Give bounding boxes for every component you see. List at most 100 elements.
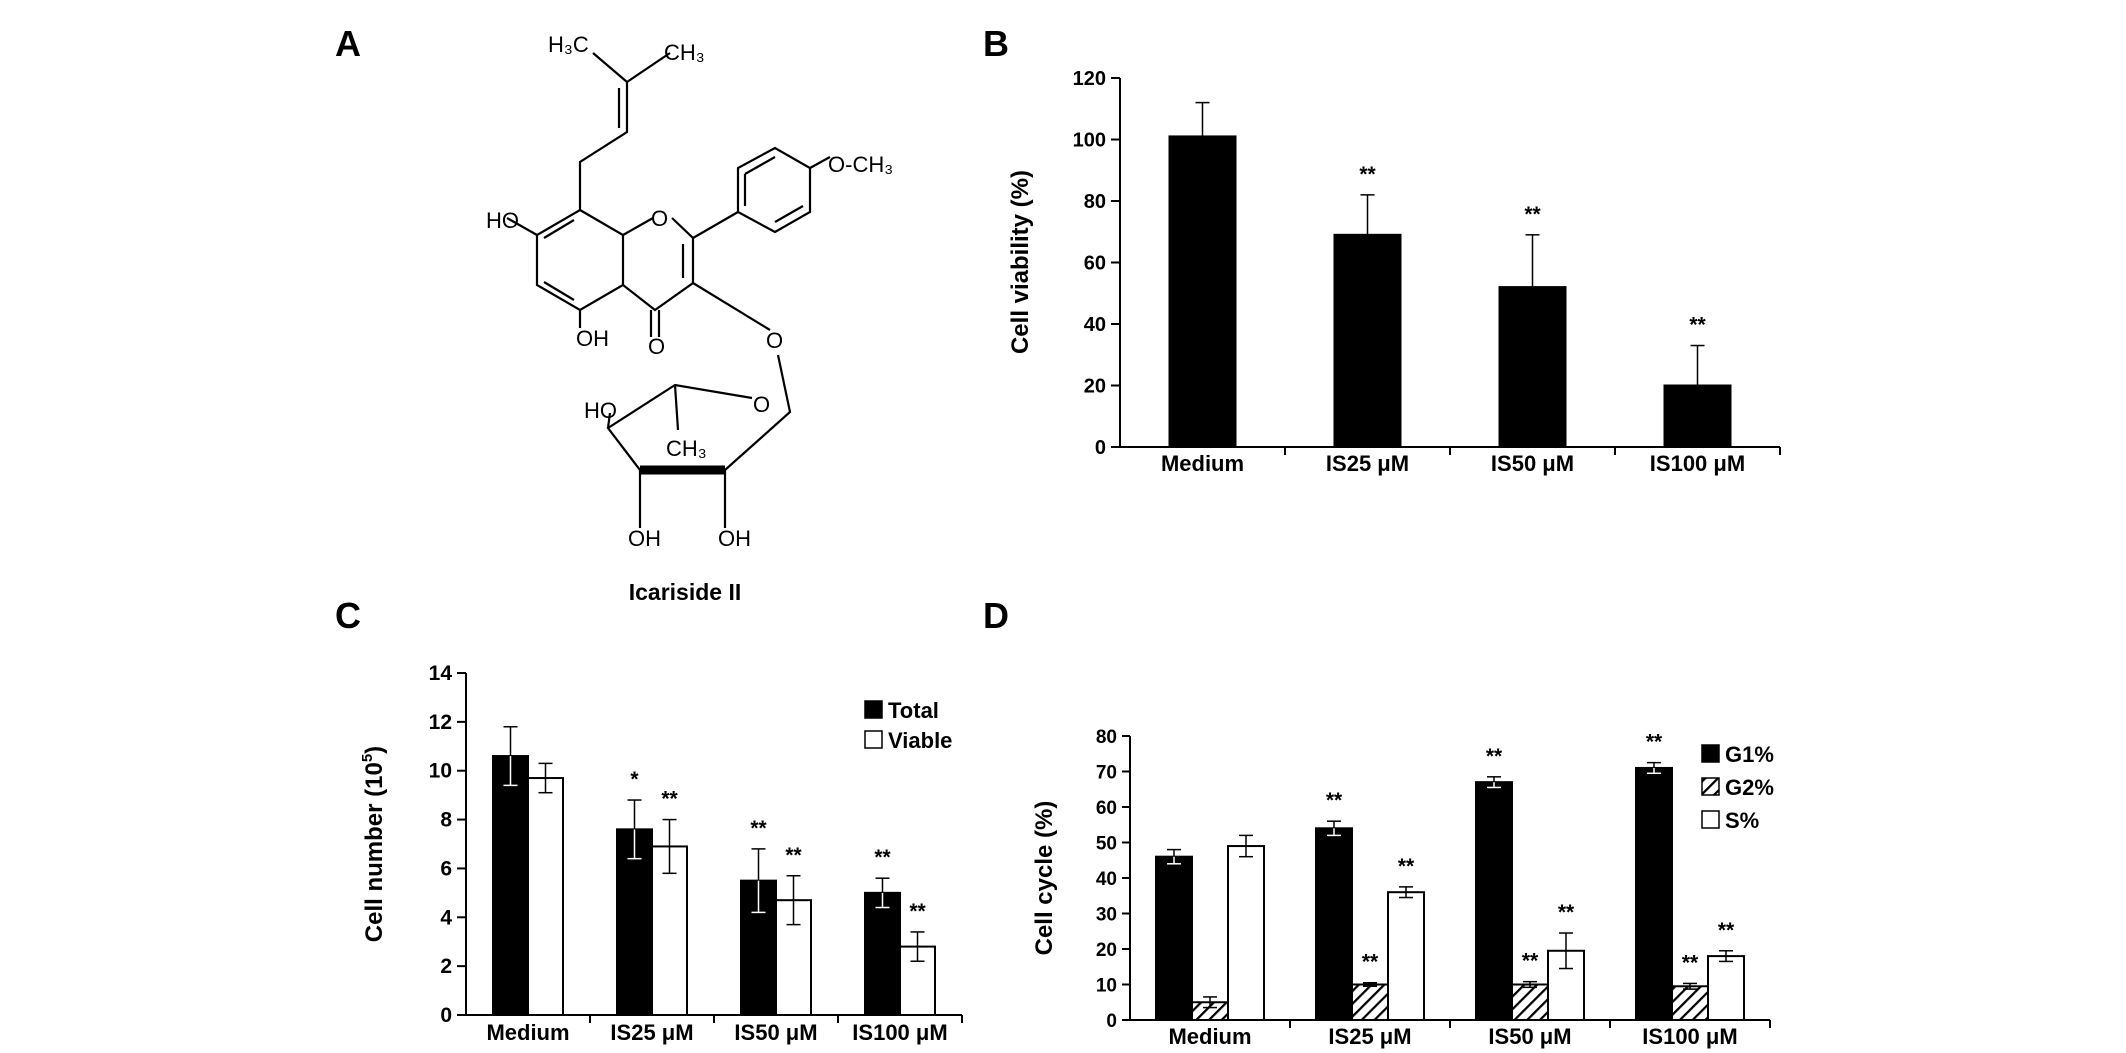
y-tick-label: 50 bbox=[1096, 834, 1117, 855]
legend-label: G2% bbox=[1725, 775, 1774, 800]
bar bbox=[1168, 135, 1237, 449]
y-axis-title-sup: 5 bbox=[359, 754, 376, 762]
legend-swatch bbox=[1701, 744, 1720, 763]
methoxy-bond bbox=[809, 156, 831, 169]
x-category-label: IS100 μM bbox=[852, 1020, 947, 1045]
y-tick-label: 0 bbox=[1095, 437, 1106, 459]
label-ch3-left: H₃C bbox=[548, 32, 589, 57]
y-tick-label: 4 bbox=[440, 906, 452, 929]
y-tick-label: 12 bbox=[429, 711, 452, 734]
label-sugar-oh2: OH bbox=[718, 526, 751, 551]
label-ring-o: O bbox=[651, 206, 668, 231]
y-tick-label: 14 bbox=[429, 662, 453, 685]
x-category-label: IS50 μM bbox=[1491, 451, 1574, 476]
label-ho7: HO bbox=[486, 208, 519, 233]
significance-label: ** bbox=[1522, 950, 1539, 973]
bar bbox=[1227, 845, 1265, 1021]
bar bbox=[1663, 384, 1732, 448]
legend-label: Viable bbox=[888, 728, 952, 753]
x-category-label: Medium bbox=[486, 1020, 569, 1045]
glycoside-bond bbox=[692, 282, 771, 331]
ring-a-double-bonds bbox=[543, 219, 575, 301]
y-axis-title: Cell viability (%) bbox=[1007, 170, 1034, 354]
y-tick-label: 10 bbox=[429, 760, 452, 783]
phenyl-link bbox=[692, 211, 739, 239]
chart-cell-cycle: 0 10 20 30 40 50 60 70 80 Cell cycle (%) Medium ** *… bbox=[1031, 727, 1774, 1049]
y-tick-label: 60 bbox=[1084, 253, 1106, 275]
sugar-substituents bbox=[606, 384, 727, 528]
legend-swatch bbox=[864, 700, 883, 719]
bar bbox=[1475, 781, 1513, 1022]
significance-label: ** bbox=[1359, 163, 1376, 186]
chart-cell-viability: 0 20 40 60 80 100 120 Cell viability (%) Medium *… bbox=[1007, 68, 1781, 476]
panel-letter-a: A bbox=[335, 23, 361, 64]
y-axis-title: Cell cycle (%) bbox=[1031, 801, 1058, 956]
ho7-bond bbox=[506, 217, 538, 236]
x-category-label: Medium bbox=[1161, 451, 1244, 476]
y-tick-label: 70 bbox=[1096, 763, 1117, 784]
y-tick-label: 60 bbox=[1096, 798, 1117, 819]
y-tick-label: 0 bbox=[1106, 1011, 1117, 1032]
y-tick-label: 80 bbox=[1084, 191, 1106, 213]
legend-swatch bbox=[864, 730, 883, 749]
y-tick-label: 8 bbox=[440, 809, 452, 832]
compound-name: Icariside II bbox=[629, 579, 742, 605]
significance-label: ** bbox=[661, 788, 678, 811]
bar bbox=[1707, 955, 1745, 1021]
ketone-bond bbox=[649, 310, 661, 337]
bar bbox=[1511, 983, 1549, 1021]
significance-label: ** bbox=[1362, 951, 1379, 974]
ring-b bbox=[736, 146, 812, 234]
bar bbox=[1635, 766, 1673, 1022]
significance-label: ** bbox=[1646, 731, 1663, 754]
y-tick-label: 20 bbox=[1084, 376, 1106, 398]
label-sugar-ring-o: O bbox=[753, 392, 770, 417]
bar bbox=[651, 845, 688, 1017]
y-axis-title-end: ) bbox=[361, 746, 388, 754]
legend-swatch bbox=[1701, 810, 1720, 829]
ring-b-double-bonds bbox=[743, 156, 804, 223]
significance-label: ** bbox=[874, 846, 891, 869]
label-glyco-o: O bbox=[766, 328, 783, 353]
y-tick-label: 2 bbox=[440, 955, 452, 978]
y-tick-label: 20 bbox=[1096, 940, 1117, 961]
x-category-label: IS25 μM bbox=[1328, 1024, 1411, 1049]
panel-letter-c: C bbox=[335, 595, 361, 636]
ring-a bbox=[535, 208, 625, 312]
bar bbox=[1671, 985, 1709, 1022]
y-axis-title: Cell number (105) bbox=[359, 746, 388, 942]
legend-label: G1% bbox=[1725, 742, 1774, 767]
y-tick-label: 120 bbox=[1073, 68, 1106, 90]
significance-label: * bbox=[630, 768, 639, 791]
significance-label: ** bbox=[1486, 745, 1503, 768]
y-tick-label: 100 bbox=[1073, 130, 1106, 152]
significance-label: ** bbox=[1326, 789, 1343, 812]
y-tick-label: 10 bbox=[1096, 976, 1117, 997]
x-category-label: IS50 μM bbox=[734, 1020, 817, 1045]
x-category-label: IS100 μM bbox=[1650, 451, 1745, 476]
bar bbox=[1333, 233, 1402, 448]
panel-letter-d: D bbox=[983, 595, 1009, 636]
significance-label: ** bbox=[1682, 951, 1699, 974]
x-category-label: IS100 μM bbox=[1642, 1024, 1737, 1049]
y-tick-label: 40 bbox=[1096, 869, 1117, 890]
label-sugar-ch3: CH₃ bbox=[666, 436, 707, 461]
bar bbox=[527, 777, 564, 1016]
significance-label: ** bbox=[1524, 203, 1541, 226]
y-tick-label: 30 bbox=[1096, 905, 1117, 926]
x-category-label: IS25 μM bbox=[1326, 451, 1409, 476]
x-category-label: IS50 μM bbox=[1488, 1024, 1571, 1049]
legend-label: S% bbox=[1725, 808, 1759, 833]
significance-label: ** bbox=[909, 900, 926, 923]
legend-label: Total bbox=[888, 698, 939, 723]
label-ketone-o: O bbox=[648, 334, 665, 359]
bar bbox=[1387, 891, 1425, 1022]
significance-label: ** bbox=[785, 844, 802, 867]
label-sugar-ho: HO bbox=[584, 398, 617, 423]
label-oh5: OH bbox=[576, 326, 609, 351]
bar bbox=[1498, 286, 1567, 448]
legend-swatch bbox=[1701, 777, 1720, 796]
bar bbox=[1315, 827, 1353, 1021]
prenyl-bonds bbox=[578, 52, 671, 210]
